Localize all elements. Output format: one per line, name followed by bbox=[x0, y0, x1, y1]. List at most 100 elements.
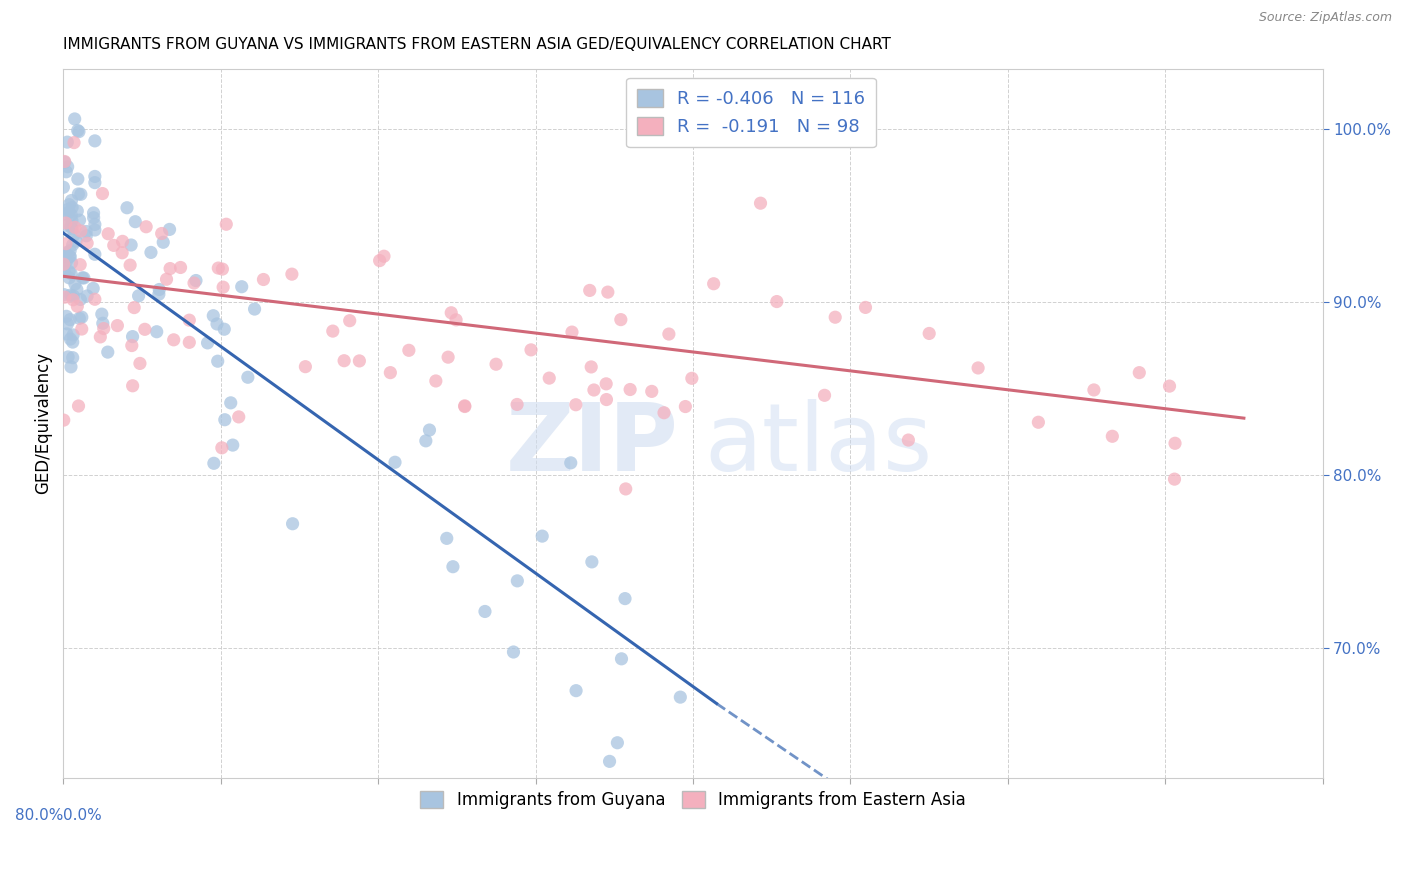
Point bbox=[66, 299, 89, 313]
Point bbox=[83, 218, 105, 232]
Point bbox=[749, 196, 772, 211]
Point bbox=[63, 227, 86, 242]
Point bbox=[703, 277, 725, 291]
Point bbox=[565, 398, 588, 412]
Point bbox=[62, 237, 84, 252]
Point bbox=[560, 456, 582, 470]
Point bbox=[506, 574, 529, 588]
Point bbox=[281, 267, 304, 281]
Point bbox=[70, 322, 93, 336]
Point bbox=[281, 516, 304, 531]
Point bbox=[135, 219, 157, 234]
Point bbox=[120, 258, 142, 272]
Point bbox=[65, 234, 87, 248]
Point bbox=[83, 247, 105, 261]
Point bbox=[62, 335, 84, 350]
Point bbox=[69, 213, 91, 227]
Point bbox=[115, 201, 138, 215]
Point bbox=[214, 322, 236, 336]
Point bbox=[53, 287, 76, 301]
Point bbox=[60, 267, 83, 281]
Point bbox=[59, 250, 82, 264]
Point bbox=[128, 289, 150, 303]
Point bbox=[502, 645, 524, 659]
Point bbox=[121, 379, 143, 393]
Point bbox=[652, 406, 675, 420]
Point bbox=[437, 350, 460, 364]
Point bbox=[93, 321, 115, 335]
Point bbox=[67, 186, 90, 201]
Point bbox=[967, 361, 990, 376]
Point bbox=[641, 384, 664, 399]
Point bbox=[66, 204, 89, 219]
Point bbox=[58, 264, 80, 278]
Point bbox=[581, 555, 603, 569]
Point bbox=[134, 322, 156, 336]
Point bbox=[197, 335, 219, 350]
Point bbox=[766, 294, 789, 309]
Point bbox=[55, 254, 77, 268]
Point bbox=[60, 201, 83, 215]
Point bbox=[145, 325, 167, 339]
Point bbox=[52, 180, 75, 194]
Point bbox=[582, 383, 605, 397]
Point bbox=[59, 312, 82, 326]
Point bbox=[205, 317, 228, 331]
Point bbox=[52, 413, 75, 427]
Point bbox=[440, 306, 463, 320]
Point bbox=[243, 301, 266, 316]
Point bbox=[67, 399, 90, 413]
Point bbox=[333, 353, 356, 368]
Point bbox=[91, 316, 114, 330]
Point bbox=[824, 310, 846, 325]
Point bbox=[67, 125, 90, 139]
Point bbox=[97, 345, 120, 359]
Point bbox=[159, 261, 181, 276]
Point bbox=[339, 314, 361, 328]
Point bbox=[606, 736, 628, 750]
Point bbox=[202, 456, 225, 470]
Point bbox=[58, 249, 80, 263]
Point bbox=[76, 289, 98, 303]
Point bbox=[67, 311, 90, 326]
Point bbox=[83, 293, 105, 307]
Point bbox=[60, 213, 83, 227]
Point bbox=[66, 172, 89, 186]
Text: Source: ZipAtlas.com: Source: ZipAtlas.com bbox=[1258, 11, 1392, 24]
Point bbox=[63, 136, 86, 150]
Point bbox=[520, 343, 543, 357]
Point bbox=[56, 317, 79, 331]
Point bbox=[215, 217, 238, 231]
Point bbox=[211, 441, 233, 455]
Point bbox=[53, 154, 76, 169]
Point bbox=[211, 262, 233, 277]
Point bbox=[155, 272, 177, 286]
Point bbox=[83, 223, 105, 237]
Point bbox=[368, 253, 391, 268]
Point bbox=[53, 290, 76, 304]
Point bbox=[658, 326, 681, 341]
Point bbox=[444, 313, 467, 327]
Point bbox=[66, 283, 89, 297]
Point bbox=[83, 176, 105, 190]
Point bbox=[62, 327, 84, 342]
Point bbox=[111, 235, 134, 249]
Point bbox=[252, 272, 274, 286]
Point bbox=[485, 357, 508, 371]
Point bbox=[214, 413, 236, 427]
Point bbox=[219, 396, 242, 410]
Point bbox=[83, 206, 105, 220]
Point bbox=[63, 112, 86, 126]
Text: atlas: atlas bbox=[704, 399, 934, 491]
Point bbox=[124, 215, 146, 229]
Point bbox=[52, 254, 75, 268]
Point bbox=[599, 755, 621, 769]
Point bbox=[1159, 379, 1181, 393]
Point bbox=[129, 356, 152, 370]
Point bbox=[76, 236, 98, 251]
Point bbox=[148, 287, 170, 301]
Point bbox=[82, 281, 104, 295]
Point bbox=[813, 388, 835, 402]
Point bbox=[1101, 429, 1123, 443]
Point bbox=[63, 277, 86, 291]
